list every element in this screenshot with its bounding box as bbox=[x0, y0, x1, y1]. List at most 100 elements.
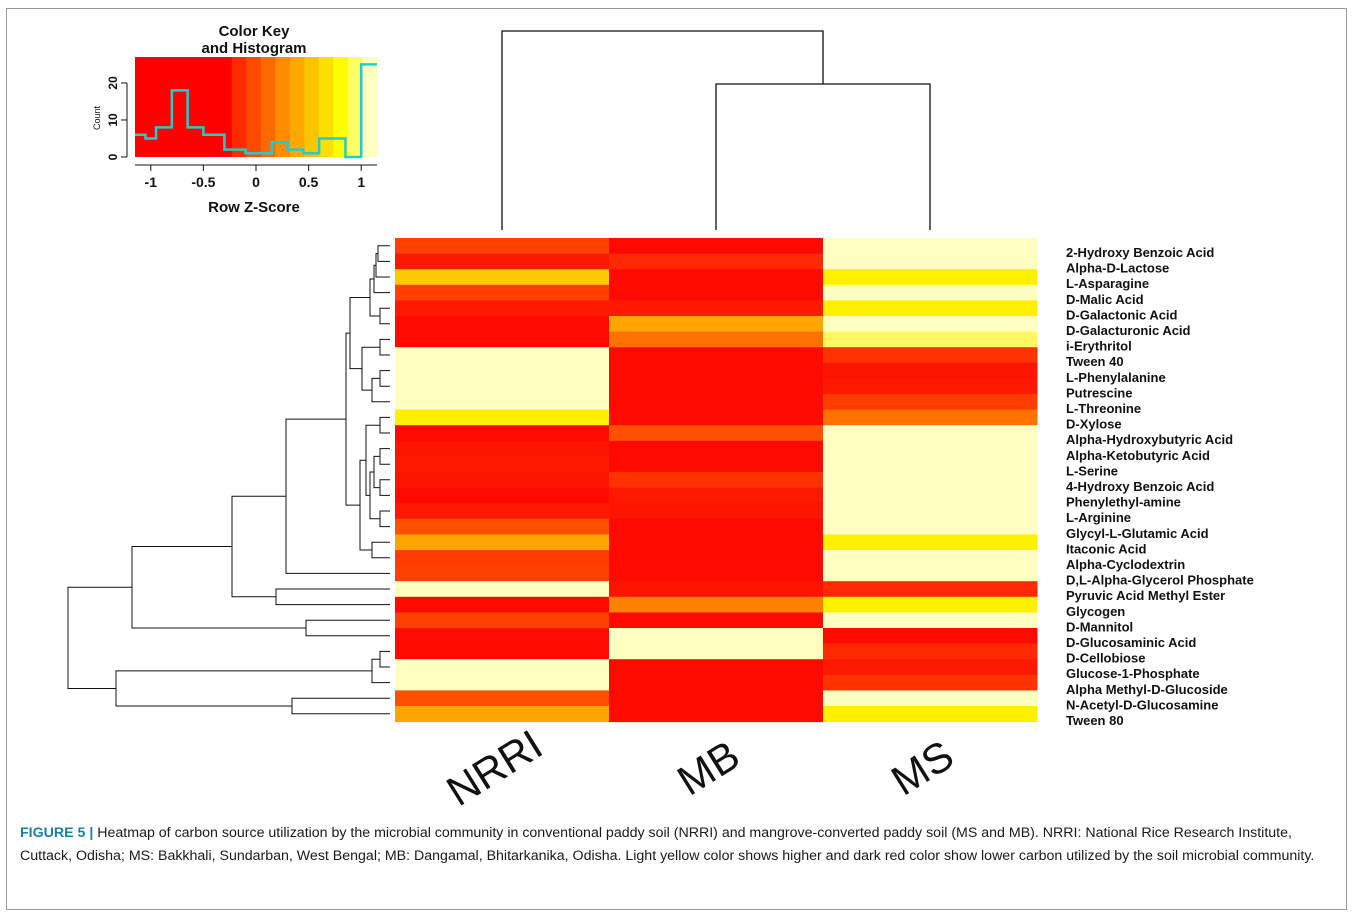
heatmap-cell bbox=[609, 300, 824, 317]
heatmap-cell bbox=[823, 378, 1038, 395]
color-key: Color Key and Histogram -1 -0.5 0 0.5 101020… bbox=[92, 23, 378, 216]
heatmap-cell bbox=[823, 581, 1038, 598]
heatmap-cell bbox=[823, 362, 1038, 379]
row-label: Putrescine bbox=[1066, 385, 1132, 400]
heatmap-cell bbox=[609, 487, 824, 504]
heatmap-cell bbox=[823, 628, 1038, 645]
heatmap-cell bbox=[609, 503, 824, 520]
row-labels: 2-Hydroxy Benzoic AcidAlpha-D-LactoseL-A… bbox=[1066, 245, 1254, 728]
color-key-band bbox=[333, 57, 349, 157]
color-key-band bbox=[318, 57, 334, 157]
heatmap-cell bbox=[823, 550, 1038, 567]
heatmap-cell bbox=[823, 394, 1038, 411]
dendrogram-branch bbox=[377, 245, 390, 262]
heatmap-cell bbox=[395, 378, 610, 395]
color-key-band bbox=[275, 57, 291, 157]
row-label: Glycyl-L-Glutamic Acid bbox=[1066, 526, 1209, 541]
dendrogram-branch bbox=[291, 697, 390, 715]
row-label: L-Threonine bbox=[1066, 401, 1141, 416]
color-key-xtick-label: -1 bbox=[145, 174, 158, 190]
row-label: Glycogen bbox=[1066, 604, 1125, 619]
row-label: N-Acetyl-D-Glucosamine bbox=[1066, 697, 1218, 712]
column-label: MB bbox=[669, 731, 747, 804]
color-key-title-line2: and Histogram bbox=[201, 40, 306, 57]
heatmap-cell bbox=[395, 238, 610, 255]
row-label: L-Phenylalanine bbox=[1066, 370, 1166, 385]
row-label: Tween 40 bbox=[1066, 354, 1124, 369]
dendrogram-branch bbox=[115, 670, 372, 707]
heatmap-cell bbox=[395, 643, 610, 660]
heatmap-cell bbox=[395, 425, 610, 442]
heatmap-cell bbox=[609, 581, 824, 598]
color-key-band bbox=[135, 57, 233, 157]
dendrogram-branch bbox=[379, 370, 390, 387]
color-key-ylabel: Count bbox=[92, 106, 102, 131]
dendrogram-branch bbox=[231, 495, 286, 598]
column-dendrogram bbox=[501, 30, 931, 230]
color-key-xtick-label: -0.5 bbox=[191, 174, 215, 190]
heatmap-cell bbox=[823, 472, 1038, 489]
heatmap-cell bbox=[609, 628, 824, 645]
heatmap-cell bbox=[395, 331, 610, 348]
column-labels: NRRI MB MS bbox=[438, 721, 961, 815]
color-key-ytick-label: 0 bbox=[106, 153, 120, 160]
row-label: Alpha-Hydroxybutyric Acid bbox=[1066, 432, 1233, 447]
dendrogram-branch bbox=[371, 541, 390, 559]
color-key-band bbox=[260, 57, 276, 157]
heatmap-cell bbox=[609, 690, 824, 707]
heatmap-cell bbox=[823, 253, 1038, 270]
heatmap-cell bbox=[823, 596, 1038, 613]
row-label: D-Galacturonic Acid bbox=[1066, 323, 1191, 338]
heatmap-cell bbox=[823, 659, 1038, 676]
row-label: Alpha-Cyclodextrin bbox=[1066, 557, 1185, 572]
heatmap-cell bbox=[395, 518, 610, 535]
row-label: D-Xylose bbox=[1066, 417, 1122, 432]
heatmap-cell bbox=[823, 284, 1038, 301]
column-label: MS bbox=[883, 731, 961, 804]
heatmap-cell bbox=[395, 456, 610, 473]
dendrogram-branch bbox=[373, 455, 380, 489]
row-label: i-Erythritol bbox=[1066, 339, 1132, 354]
heatmap-cell bbox=[823, 300, 1038, 317]
heatmap-cell bbox=[823, 503, 1038, 520]
heatmap-cell bbox=[609, 706, 824, 723]
dendrogram-branch bbox=[305, 619, 390, 637]
row-label: Itaconic Acid bbox=[1066, 541, 1146, 556]
row-label: Alpha-D-Lactose bbox=[1066, 261, 1169, 276]
heatmap-cell bbox=[395, 347, 610, 364]
heatmap-cell bbox=[395, 659, 610, 676]
color-key-band bbox=[289, 57, 305, 157]
row-label: L-Arginine bbox=[1066, 510, 1131, 525]
heatmap-cell bbox=[823, 643, 1038, 660]
color-key-band bbox=[347, 57, 363, 157]
color-key-band bbox=[362, 57, 378, 157]
row-dendrogram bbox=[67, 245, 390, 715]
heatmap-cell bbox=[395, 534, 610, 551]
row-label: D-Malic Acid bbox=[1066, 292, 1144, 307]
color-key-title-line1: Color Key bbox=[219, 23, 291, 40]
heatmap-cell bbox=[609, 659, 824, 676]
heatmap-cell bbox=[609, 472, 824, 489]
heatmap-cell bbox=[395, 612, 610, 629]
dendrogram-branch bbox=[131, 546, 306, 629]
heatmap-cell bbox=[609, 394, 824, 411]
row-label: Pyruvic Acid Methyl Ester bbox=[1066, 588, 1225, 603]
heatmap-cell bbox=[395, 394, 610, 411]
dendrogram-branch bbox=[371, 658, 390, 684]
heatmap-cell bbox=[823, 425, 1038, 442]
row-label: Tween 80 bbox=[1066, 713, 1124, 728]
heatmap-cell bbox=[823, 534, 1038, 551]
heatmap-cell bbox=[395, 409, 610, 426]
row-label: 4-Hydroxy Benzoic Acid bbox=[1066, 479, 1214, 494]
heatmap-cell bbox=[823, 440, 1038, 457]
dendrogram-branch bbox=[365, 424, 380, 496]
heatmap-cell bbox=[823, 518, 1038, 535]
row-label: Alpha-Ketobutyric Acid bbox=[1066, 448, 1210, 463]
heatmap-cell bbox=[609, 362, 824, 379]
heatmap-cell bbox=[395, 487, 610, 504]
heatmap-cell bbox=[609, 612, 824, 629]
dendrogram-branch bbox=[285, 418, 390, 574]
color-key-ytick-label: 10 bbox=[106, 113, 120, 127]
heatmap-cell bbox=[609, 456, 824, 473]
heatmap-cell bbox=[395, 269, 610, 286]
